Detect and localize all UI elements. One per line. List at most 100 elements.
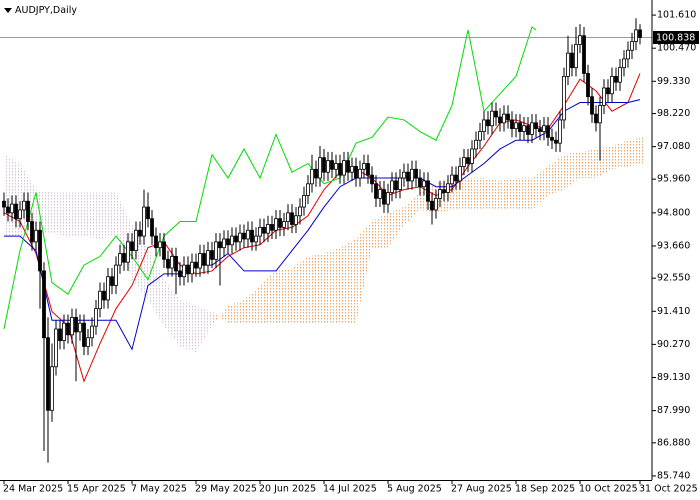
candle-body xyxy=(342,160,346,176)
candle-body xyxy=(310,168,314,185)
candle-body xyxy=(182,264,186,278)
candle-body xyxy=(454,174,458,182)
candle-body xyxy=(570,52,574,69)
candle-body xyxy=(422,180,426,188)
candle-body xyxy=(446,183,450,193)
candle-body xyxy=(378,189,382,199)
last-price-label: 100.838 xyxy=(656,33,695,44)
candle-body xyxy=(318,157,322,179)
candle-body xyxy=(174,256,178,272)
candle-body xyxy=(46,337,50,411)
x-tick-label: 27 Aug 2025 xyxy=(451,484,512,495)
candle-body xyxy=(110,276,114,286)
candle-body xyxy=(602,87,606,106)
cloud-segment xyxy=(212,305,228,327)
candle-body xyxy=(82,322,86,347)
y-tick-label: 87.990 xyxy=(657,405,690,416)
candle-body xyxy=(306,183,310,196)
candle-body xyxy=(402,171,406,179)
candle-body xyxy=(586,73,590,98)
candle-body xyxy=(534,122,538,130)
candle-body xyxy=(354,165,358,179)
candle-body xyxy=(274,218,278,231)
y-tick-label: 95.960 xyxy=(657,174,690,185)
candle-body xyxy=(298,206,302,217)
candle-body xyxy=(482,119,486,132)
candle-body xyxy=(546,125,550,138)
candle-body xyxy=(406,171,410,182)
candle-body xyxy=(170,256,174,269)
candle-body xyxy=(238,232,242,243)
candle-body xyxy=(266,224,270,234)
candle-body xyxy=(394,180,398,191)
candle-body xyxy=(262,226,266,234)
cloud-segment xyxy=(196,305,212,353)
x-tick-label: 31 Oct 2025 xyxy=(639,484,698,495)
candle-body xyxy=(126,241,130,263)
candle-body xyxy=(242,232,246,240)
candle-body xyxy=(430,200,434,211)
cloud-segment xyxy=(628,137,644,167)
candle-body xyxy=(366,163,370,176)
x-tick-label: 24 Mar 2025 xyxy=(3,484,63,495)
candle-body xyxy=(490,110,494,127)
candle-body xyxy=(594,113,598,124)
cloud-segment xyxy=(564,151,580,190)
candle-body xyxy=(638,29,642,38)
y-tick-label: 101.610 xyxy=(657,10,696,21)
candle-body xyxy=(438,189,442,199)
candle-body xyxy=(382,189,386,205)
candle-body xyxy=(618,67,622,83)
candle-body xyxy=(198,253,202,269)
cloud-segment xyxy=(180,299,196,353)
candle-body xyxy=(578,35,582,45)
candle-body xyxy=(486,119,490,127)
candle-body xyxy=(78,322,82,333)
plot-area xyxy=(0,18,652,463)
candle-body xyxy=(218,241,222,249)
cloud-segment xyxy=(276,268,292,324)
candle-body xyxy=(386,192,390,205)
cloud-segment xyxy=(68,192,84,237)
candle-body xyxy=(434,197,438,211)
candle-body xyxy=(510,119,514,130)
candle-body xyxy=(98,290,102,310)
y-tick-label: 90.270 xyxy=(657,339,690,350)
candle-body xyxy=(582,35,586,74)
cloud-segment xyxy=(468,178,484,210)
candle-body xyxy=(90,325,94,339)
candle-body xyxy=(102,290,106,301)
candle-body xyxy=(134,229,138,251)
y-tick-label: 85.740 xyxy=(657,470,690,481)
cloud-segment xyxy=(260,270,276,324)
candle-body xyxy=(466,157,470,164)
candle-body xyxy=(62,322,66,342)
candle-body xyxy=(630,41,634,51)
candle-body xyxy=(6,206,10,214)
candle-body xyxy=(374,183,378,199)
candle-body xyxy=(270,224,274,231)
candle-body xyxy=(442,189,446,193)
candle-body xyxy=(554,139,558,144)
candle-body xyxy=(418,177,422,188)
candle-body xyxy=(526,125,530,135)
candle-body xyxy=(514,122,518,130)
y-tick-label: 100.470 xyxy=(657,43,696,54)
candle-body xyxy=(206,250,210,266)
candle-body xyxy=(222,238,226,249)
candle-body xyxy=(410,168,414,182)
x-tick-label: 18 Sep 2025 xyxy=(515,484,575,495)
y-tick-label: 89.130 xyxy=(657,372,690,383)
candle-body xyxy=(506,113,510,121)
candle-body xyxy=(254,235,258,243)
cloud-segment xyxy=(388,207,404,248)
candle-body xyxy=(18,209,22,220)
indicator-line xyxy=(4,99,641,351)
candle-body xyxy=(398,177,402,191)
candle-body xyxy=(130,241,134,251)
candle-body xyxy=(530,122,534,135)
candle-body xyxy=(294,215,298,225)
candle-body xyxy=(118,253,122,266)
cloud-segment xyxy=(500,178,516,210)
